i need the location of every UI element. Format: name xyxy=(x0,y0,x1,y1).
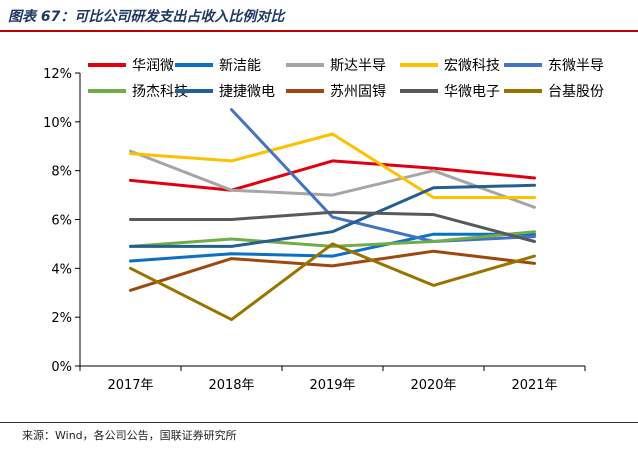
legend-label: 华润微 xyxy=(132,58,174,74)
series-line-1 xyxy=(129,159,536,192)
series-line-9 xyxy=(129,210,536,243)
chart-axes: 0% 2% 4% 6% 8% 10% 12% 2017年 2018年 2019年 2020年 2021… xyxy=(43,67,586,393)
y-tick-label: 10% xyxy=(43,116,72,131)
series-line-10 xyxy=(129,242,536,322)
title-rule xyxy=(0,30,638,32)
figure-title: 图表 67：可比公司研发支出占收入比例对比 xyxy=(8,9,285,25)
x-tick-label: 2020年 xyxy=(410,378,456,393)
y-tick-label: 8% xyxy=(51,165,72,180)
series-line-6 xyxy=(129,230,536,248)
series-line-8 xyxy=(129,249,536,292)
legend-label: 台基股份 xyxy=(548,83,604,100)
x-tick-label: 2021年 xyxy=(511,378,557,393)
legend-label: 捷捷微电 xyxy=(219,84,275,100)
x-tick-label: 2019年 xyxy=(309,378,355,393)
series-line-7 xyxy=(129,183,536,248)
y-tick-label: 4% xyxy=(51,262,72,277)
series-line-2 xyxy=(129,232,536,263)
series-line-3 xyxy=(129,149,536,209)
series-line-4 xyxy=(129,132,536,199)
source-rule xyxy=(0,422,638,423)
x-tick-label: 2017年 xyxy=(107,378,153,393)
series-line-5 xyxy=(230,108,536,243)
legend-label: 斯达半导 xyxy=(330,58,386,74)
y-tick-label: 12% xyxy=(43,67,72,82)
x-tick-label: 2018年 xyxy=(208,378,254,393)
legend-label: 华微电子 xyxy=(444,84,500,100)
chart-series xyxy=(129,108,536,322)
legend-label: 东微半导 xyxy=(548,58,604,74)
legend-label: 新洁能 xyxy=(219,58,261,74)
legend-label: 扬杰科技 xyxy=(132,84,188,100)
legend-label: 苏州固锝 xyxy=(330,83,386,100)
source-note: 来源：Wind，各公司公告，国联证券研究所 xyxy=(22,429,237,442)
y-tick-label: 0% xyxy=(51,360,72,375)
line-chart: 0% 2% 4% 6% 8% 10% 12% 2017年 2018年 2019年 2020年 2021… xyxy=(43,58,604,393)
y-tick-label: 2% xyxy=(51,311,72,326)
legend-label: 宏微科技 xyxy=(444,58,500,74)
y-tick-label: 6% xyxy=(51,214,72,229)
